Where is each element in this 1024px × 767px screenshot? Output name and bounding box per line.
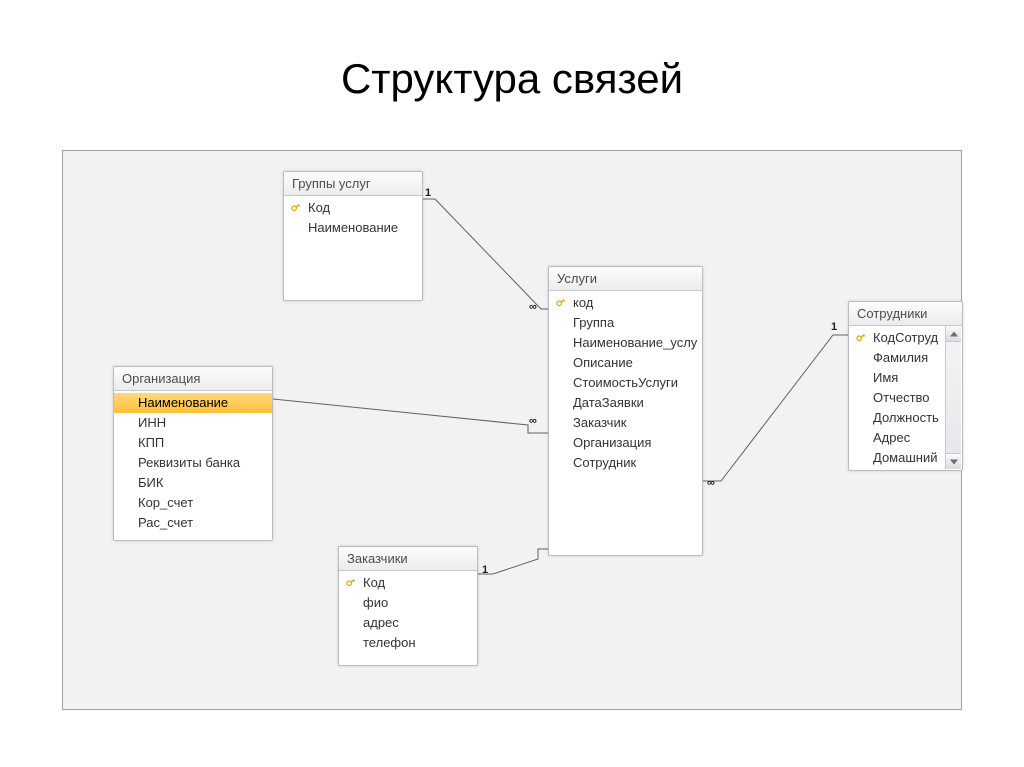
- table-body: НаименованиеИННКППРеквизиты банкаБИККор_…: [114, 391, 272, 535]
- relationship-canvas: Группы услуг КодНаименование Организация…: [62, 150, 962, 710]
- scrollbar[interactable]: [945, 326, 961, 469]
- field-row[interactable]: Наименование: [114, 393, 272, 413]
- table-title: Организация: [114, 367, 272, 391]
- field-row[interactable]: Организация: [549, 433, 702, 453]
- relationship-edge: [273, 399, 548, 433]
- table-customers[interactable]: Заказчики Кодфиоадрестелефон: [338, 546, 478, 666]
- relationship-edge: [703, 335, 848, 481]
- field-row[interactable]: код: [549, 293, 702, 313]
- cardinality-label: 1: [425, 187, 431, 199]
- scroll-up-button[interactable]: [946, 326, 961, 342]
- field-row[interactable]: Код: [284, 198, 422, 218]
- table-staff[interactable]: Сотрудники КодСотрудФамилияИмяОтчествоДо…: [848, 301, 963, 471]
- table-organization[interactable]: Организация НаименованиеИННКППРеквизиты …: [113, 366, 273, 541]
- key-icon: [345, 576, 357, 588]
- field-row[interactable]: Код: [339, 573, 477, 593]
- field-row[interactable]: телефон: [339, 633, 477, 653]
- table-body: Кодфиоадрестелефон: [339, 571, 477, 655]
- cardinality-label: 1: [482, 564, 488, 576]
- field-row[interactable]: Заказчик: [549, 413, 702, 433]
- key-icon: [290, 201, 302, 213]
- table-groups[interactable]: Группы услуг КодНаименование: [283, 171, 423, 301]
- field-row[interactable]: Группа: [549, 313, 702, 333]
- cardinality-label: ∞: [529, 301, 537, 313]
- table-body: кодГруппаНаименование_услуОписаниеСтоимо…: [549, 291, 702, 475]
- field-row[interactable]: ИНН: [114, 413, 272, 433]
- table-title: Сотрудники: [849, 302, 962, 326]
- cardinality-label: ∞: [707, 477, 715, 489]
- field-row[interactable]: КПП: [114, 433, 272, 453]
- cardinality-label: ∞: [529, 415, 537, 427]
- scroll-down-button[interactable]: [946, 453, 961, 469]
- table-services[interactable]: Услуги кодГруппаНаименование_услуОписани…: [548, 266, 703, 556]
- table-title: Заказчики: [339, 547, 477, 571]
- table-title: Услуги: [549, 267, 702, 291]
- field-row[interactable]: фио: [339, 593, 477, 613]
- key-icon: [555, 296, 567, 308]
- field-row[interactable]: Наименование_услу: [549, 333, 702, 353]
- relationship-edge: [423, 199, 548, 309]
- field-row[interactable]: БИК: [114, 473, 272, 493]
- field-row[interactable]: Кор_счет: [114, 493, 272, 513]
- field-row[interactable]: адрес: [339, 613, 477, 633]
- field-row[interactable]: ДатаЗаявки: [549, 393, 702, 413]
- table-body: КодНаименование: [284, 196, 422, 240]
- cardinality-label: 1: [831, 321, 837, 333]
- page-title: Структура связей: [0, 0, 1024, 123]
- field-row[interactable]: СтоимостьУслуги: [549, 373, 702, 393]
- field-row[interactable]: Наименование: [284, 218, 422, 238]
- table-title: Группы услуг: [284, 172, 422, 196]
- relationship-edge: [478, 549, 548, 574]
- field-row[interactable]: Описание: [549, 353, 702, 373]
- field-row[interactable]: Реквизиты банка: [114, 453, 272, 473]
- field-row[interactable]: Рас_счет: [114, 513, 272, 533]
- field-row[interactable]: Сотрудник: [549, 453, 702, 473]
- key-icon: [855, 331, 867, 343]
